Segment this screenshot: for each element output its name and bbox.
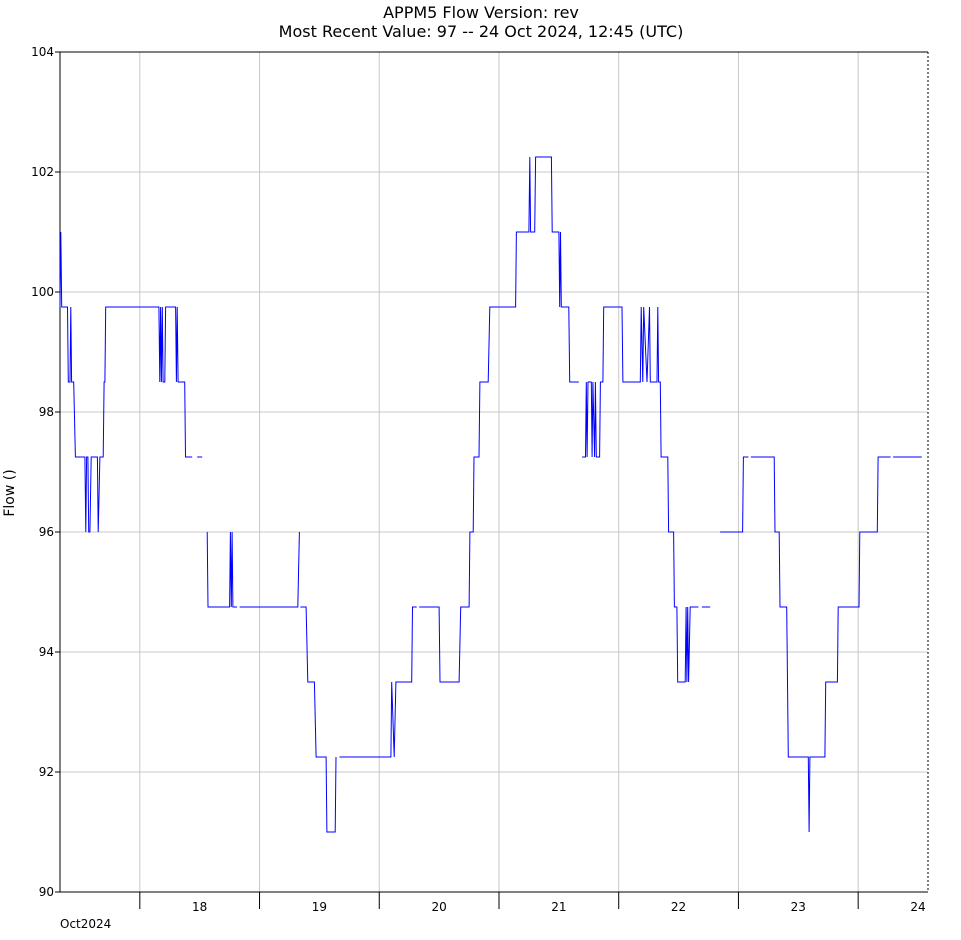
- flow-line-segment: [720, 456, 749, 533]
- flow-line-segment: [206, 531, 238, 608]
- x-tick-label: 18: [192, 900, 207, 914]
- y-tick-label: 102: [31, 165, 54, 179]
- y-tick-label: 92: [39, 765, 54, 779]
- x-tick-label: 23: [791, 900, 806, 914]
- flow-line-segment: [750, 456, 891, 833]
- y-tick-label: 98: [39, 405, 54, 419]
- flow-line-segment: [419, 156, 579, 683]
- chart-subtitle: Most Recent Value: 97 -- 24 Oct 2024, 12…: [279, 22, 684, 41]
- x-tick-label: 21: [551, 900, 566, 914]
- flow-line-segment: [300, 606, 337, 833]
- axes: 90 92 94 96 98 100 102 104 18 19 20 21 22 23 24: [31, 45, 929, 914]
- flow-line-segment: [59, 231, 193, 533]
- y-tick-label: 94: [39, 645, 54, 659]
- y-tick-label: 100: [31, 285, 54, 299]
- x-tick-label: 22: [671, 900, 686, 914]
- flow-series: [59, 156, 922, 833]
- y-tick-label: 96: [39, 525, 54, 539]
- x-tick-label: 20: [431, 900, 446, 914]
- y-tick-label: 104: [31, 45, 54, 59]
- x-tick-label: 19: [312, 900, 327, 914]
- grid-lines: [60, 51, 928, 893]
- y-tick-label: 90: [39, 885, 54, 899]
- chart-title: APPM5 Flow Version: rev: [383, 3, 579, 22]
- x-month-label: Oct2024: [60, 917, 111, 931]
- flow-line-segment: [239, 531, 300, 608]
- flow-line-segment: [582, 306, 699, 683]
- x-tick-label: 24: [910, 900, 925, 914]
- y-axis-label: Flow (): [2, 469, 18, 516]
- flow-line-segment: [339, 606, 417, 758]
